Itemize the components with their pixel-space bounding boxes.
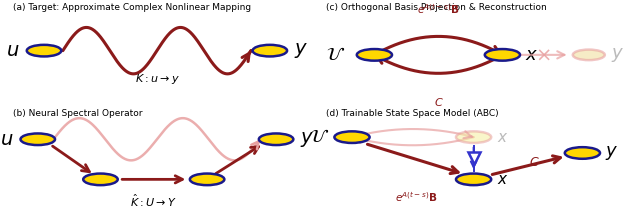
- Text: $\mathcal{U}$: $\mathcal{U}$: [310, 128, 330, 146]
- Circle shape: [334, 131, 370, 143]
- Text: $\mathit{x}$: $\mathit{x}$: [497, 130, 508, 145]
- Text: (d) Trainable State Space Model (ABC): (d) Trainable State Space Model (ABC): [326, 109, 499, 118]
- Circle shape: [456, 131, 492, 143]
- Text: $e^{A(t-s)}\mathbf{B}$: $e^{A(t-s)}\mathbf{B}$: [417, 3, 460, 16]
- Circle shape: [190, 173, 225, 185]
- Text: $\hat{K}: U \rightarrow Y$: $\hat{K}: U \rightarrow Y$: [131, 192, 177, 209]
- Circle shape: [573, 50, 605, 60]
- Text: $\mathit{y}$: $\mathit{y}$: [300, 130, 315, 149]
- Text: $C$: $C$: [433, 96, 444, 108]
- Circle shape: [259, 133, 293, 145]
- Text: $K: u \rightarrow y$: $K: u \rightarrow y$: [134, 72, 179, 86]
- Text: $\mathit{y}$: $\mathit{y}$: [611, 46, 624, 64]
- Text: (a) Target: Approximate Complex Nonlinear Mapping: (a) Target: Approximate Complex Nonlinea…: [13, 3, 251, 12]
- Text: $e^{A(t-s)}\mathbf{B}$: $e^{A(t-s)}\mathbf{B}$: [395, 190, 437, 204]
- Circle shape: [564, 147, 600, 159]
- Text: $\mathit{y}$: $\mathit{y}$: [294, 41, 308, 60]
- Text: (b) Neural Spectral Operator: (b) Neural Spectral Operator: [13, 109, 142, 118]
- Circle shape: [27, 45, 61, 56]
- Text: $\mathit{u}$: $\mathit{u}$: [0, 130, 13, 149]
- Circle shape: [83, 173, 118, 185]
- Text: $\mathcal{U}$: $\mathcal{U}$: [326, 46, 346, 64]
- Text: $\times$: $\times$: [534, 45, 550, 64]
- Circle shape: [485, 49, 520, 61]
- Circle shape: [456, 173, 492, 185]
- Circle shape: [253, 45, 287, 56]
- Circle shape: [357, 49, 392, 61]
- Text: $\mathit{y}$: $\mathit{y}$: [605, 144, 618, 162]
- Text: (c) Orthogonal Basis Projection & Reconstruction: (c) Orthogonal Basis Projection & Recons…: [326, 3, 547, 12]
- Text: $C$: $C$: [529, 156, 540, 169]
- Text: $\mathit{x}$: $\mathit{x}$: [497, 172, 508, 187]
- Text: $\mathit{x}$: $\mathit{x}$: [525, 46, 538, 64]
- Circle shape: [20, 133, 55, 145]
- Text: $\mathit{u}$: $\mathit{u}$: [6, 41, 19, 60]
